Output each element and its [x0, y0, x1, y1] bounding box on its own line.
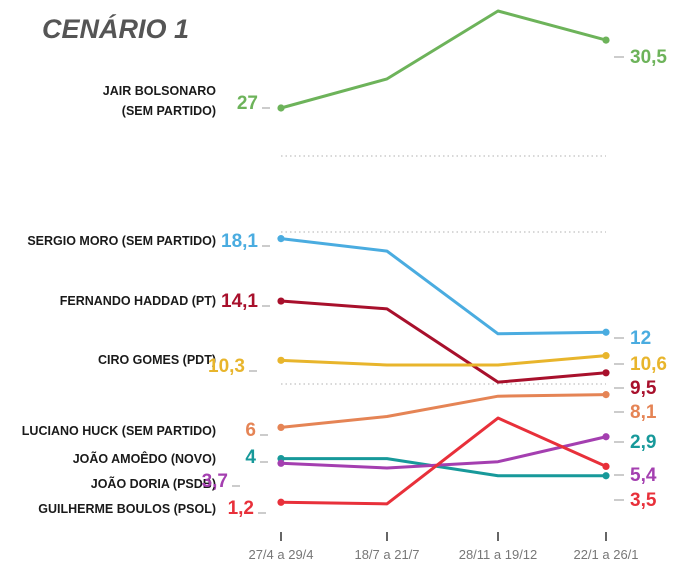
- last-value-label: 30,5: [630, 47, 667, 68]
- series-lines: [277, 9, 610, 506]
- data-point: [277, 459, 285, 467]
- data-point: [602, 36, 610, 44]
- series-line: [279, 9, 608, 110]
- data-point: [602, 369, 610, 377]
- last-value-label: 2,9: [630, 432, 656, 453]
- first-value-label: 4: [245, 447, 256, 468]
- series-line: [279, 435, 608, 470]
- series-name: JOÃO AMOÊDO (NOVO): [73, 451, 216, 466]
- last-value-label: 12: [630, 328, 651, 349]
- series-line: [279, 457, 608, 478]
- x-tick-label: 27/4 a 29/4: [248, 547, 313, 562]
- gridlines: [281, 155, 606, 385]
- chart-title: CENÁRIO 1: [42, 13, 189, 44]
- data-point: [602, 472, 610, 480]
- first-value-label: 27: [237, 93, 258, 114]
- series-line: [279, 237, 608, 336]
- data-point: [277, 104, 285, 112]
- first-value-label: 1,2: [228, 498, 254, 519]
- last-value-label: 5,4: [630, 465, 657, 486]
- data-point: [277, 423, 285, 431]
- series-name: CIRO GOMES (PDT): [98, 353, 216, 367]
- series-name: JAIR BOLSONARO: [103, 84, 216, 98]
- x-axis: 27/4 a 29/4 18/7 a 21/7 28/11 a 19/12 22/1 …: [248, 532, 639, 562]
- data-point: [277, 297, 285, 305]
- series-name: SERGIO MORO (SEM PARTIDO): [27, 234, 216, 248]
- x-tick-label: 18/7 a 21/7: [354, 547, 419, 562]
- last-value-label: 8,1: [630, 402, 657, 423]
- data-point: [602, 391, 610, 399]
- series-name: FERNANDO HADDAD (PT): [60, 294, 216, 308]
- series-line: [279, 416, 608, 506]
- last-value-label: 3,5: [630, 490, 657, 511]
- first-value-label: 6: [245, 420, 256, 441]
- first-value-label: 3,7: [202, 471, 228, 492]
- series-name: GUILHERME BOULOS (PSOL): [38, 502, 216, 516]
- last-value-label: 9,5: [630, 378, 657, 399]
- data-point: [277, 235, 285, 243]
- first-value-label: 14,1: [221, 291, 258, 312]
- data-point: [602, 433, 610, 441]
- first-value-label: 10,3: [208, 356, 245, 377]
- series-name: JOÃO DORIA (PSDB): [91, 476, 216, 491]
- series-labels: JAIR BOLSONARO (SEM PARTIDO) 27 30,5 SERGIO …: [22, 47, 668, 519]
- data-point: [602, 352, 610, 360]
- data-point: [277, 498, 285, 506]
- series-name: (SEM PARTIDO): [122, 104, 216, 118]
- x-tick-label: 22/1 a 26/1: [573, 547, 638, 562]
- data-point: [602, 328, 610, 336]
- series-line: [279, 299, 608, 384]
- series-name: LUCIANO HUCK (SEM PARTIDO): [22, 424, 216, 438]
- series-line: [279, 354, 608, 367]
- data-point: [277, 356, 285, 364]
- x-tick-label: 28/11 a 19/12: [459, 547, 538, 562]
- data-point: [602, 462, 610, 470]
- last-value-label: 10,6: [630, 354, 667, 375]
- series-line: [279, 393, 608, 429]
- first-value-label: 18,1: [221, 231, 258, 252]
